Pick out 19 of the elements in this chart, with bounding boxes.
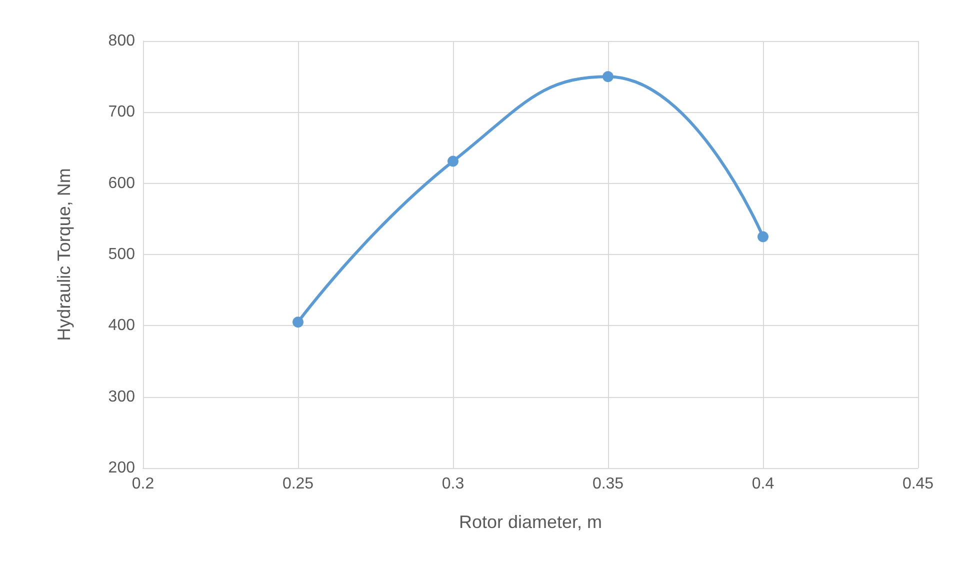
y-tick-label: 800 <box>108 32 136 50</box>
x-tick-label: 0.3 <box>442 476 464 492</box>
x-axis-title: Rotor diameter, m <box>458 512 602 532</box>
y-tick-label: 600 <box>108 174 136 192</box>
y-tick-label: 400 <box>108 317 136 334</box>
y-tick-label: 300 <box>108 388 136 406</box>
y-tick-label: 200 <box>108 460 136 476</box>
y-axis-title: Hydraulic Torque, Nm <box>54 168 74 341</box>
x-tick-label: 0.25 <box>282 476 314 492</box>
point <box>448 156 458 167</box>
x-tick-label: 0.4 <box>752 476 774 492</box>
x-tick-label: 0.2 <box>132 476 154 492</box>
x-tick-label: 0.45 <box>902 476 934 492</box>
point <box>292 316 304 328</box>
y-tick-label: 700 <box>108 104 136 121</box>
point <box>602 71 614 82</box>
point <box>758 231 768 242</box>
x-tick-label: 0.35 <box>592 476 624 492</box>
y-tick-label: 500 <box>108 246 136 263</box>
